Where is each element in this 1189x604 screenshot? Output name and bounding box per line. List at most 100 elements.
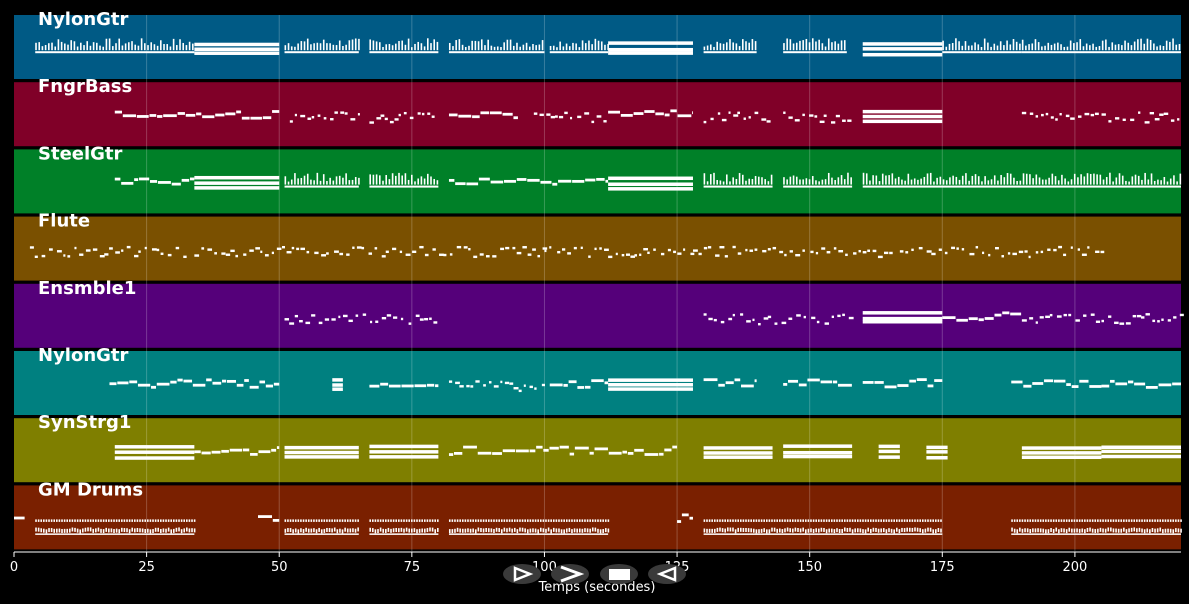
note [872,249,877,253]
note [243,253,247,256]
note [719,519,721,522]
note [40,519,43,522]
note [1159,113,1164,116]
note [810,250,814,254]
note [1012,252,1017,256]
note-group-6-6 [608,378,693,391]
note [134,528,136,533]
note [853,252,857,255]
note [1066,46,1069,51]
note [171,182,181,186]
note [703,46,706,51]
note [193,528,196,533]
note [144,43,146,51]
note [703,446,773,450]
note [733,114,739,117]
note [498,528,500,533]
note [258,515,272,518]
note [294,173,296,185]
note [1082,46,1085,51]
note [897,384,909,387]
note [1175,44,1178,51]
note [721,118,727,122]
note [981,181,983,185]
note [1160,180,1162,185]
note [122,114,136,118]
note [37,519,40,522]
note [516,519,519,522]
x-axis: 0255075100125150175200 [10,551,1181,575]
note [739,519,742,522]
note [346,528,349,533]
note [66,528,69,533]
note [846,519,849,522]
note [999,41,1002,51]
note [157,115,163,118]
note [335,176,338,185]
note [289,120,293,123]
note [578,528,581,533]
note [698,252,702,256]
note [289,528,292,533]
note [677,114,692,118]
rewind-button[interactable] [648,564,686,584]
note [1065,519,1068,522]
note [532,43,534,51]
note [529,449,536,453]
note [472,519,474,522]
note [44,45,47,51]
note [385,528,387,533]
note [179,39,181,51]
note [586,528,589,533]
note [375,41,378,51]
note [1094,519,1097,522]
note [854,528,856,533]
note [349,519,352,522]
note [974,42,976,51]
track-name-3: SteelGtr [38,143,123,164]
note [724,255,728,258]
note [524,519,526,522]
note [87,519,89,522]
note [50,519,53,522]
note [434,529,437,534]
note [191,519,193,522]
note [996,45,999,51]
note [53,528,56,533]
note [433,39,436,51]
note [375,174,378,185]
note [527,178,540,182]
note [805,38,808,51]
note [581,528,584,533]
note [339,528,341,533]
note [877,255,883,259]
note [729,527,732,532]
note [1102,519,1104,522]
note [608,51,693,55]
note [255,247,260,250]
stop-button[interactable] [600,564,638,584]
note [893,529,895,534]
note [1061,174,1063,185]
note [1172,38,1174,51]
note [748,42,750,51]
fast-forward-button[interactable] [551,564,589,584]
note [895,519,898,522]
note [594,527,597,532]
note [708,317,713,321]
note [1083,176,1086,185]
play-outline-button[interactable] [503,564,541,584]
note [643,248,648,251]
note [552,519,555,522]
note [382,519,385,522]
note [895,527,898,532]
note [326,527,328,532]
note [401,175,404,185]
note [485,519,487,522]
note [516,251,522,255]
note [336,519,339,522]
note [284,528,287,533]
note [845,253,848,257]
note [741,384,754,388]
note [543,448,549,452]
